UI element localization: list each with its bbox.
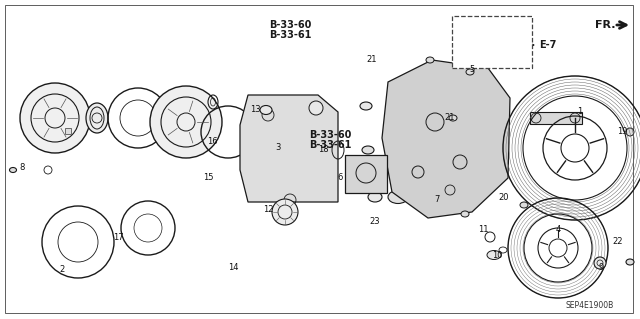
Text: 13: 13 (250, 106, 260, 115)
Text: 22: 22 (612, 238, 623, 247)
Text: E-7: E-7 (540, 40, 557, 50)
Ellipse shape (362, 146, 374, 154)
Ellipse shape (487, 250, 501, 259)
Ellipse shape (360, 102, 372, 110)
Text: B-33-61: B-33-61 (309, 140, 351, 150)
Text: 15: 15 (203, 174, 213, 182)
Circle shape (150, 86, 222, 158)
Text: 10: 10 (492, 250, 502, 259)
Ellipse shape (426, 57, 434, 63)
Circle shape (626, 128, 634, 136)
Bar (65, 128, 71, 134)
Text: 18: 18 (317, 145, 328, 154)
Text: 21: 21 (367, 56, 377, 64)
Text: B-33-60: B-33-60 (269, 20, 311, 30)
Ellipse shape (520, 202, 528, 208)
Ellipse shape (461, 211, 469, 217)
Bar (530, 112, 582, 124)
Bar (452, 16, 532, 68)
Circle shape (20, 83, 90, 153)
Text: 6: 6 (337, 174, 342, 182)
Circle shape (309, 101, 323, 115)
Text: 8: 8 (19, 164, 25, 173)
Text: 1: 1 (577, 108, 582, 116)
Text: 23: 23 (370, 218, 380, 226)
Text: 16: 16 (207, 137, 218, 146)
Circle shape (272, 199, 298, 225)
Text: FR.: FR. (595, 20, 615, 30)
Text: 11: 11 (477, 226, 488, 234)
Text: 9: 9 (598, 263, 604, 272)
Text: 17: 17 (113, 234, 124, 242)
Text: 7: 7 (435, 196, 440, 204)
Text: 3: 3 (275, 144, 281, 152)
Ellipse shape (368, 192, 382, 202)
Ellipse shape (433, 192, 447, 202)
Ellipse shape (10, 167, 17, 173)
Ellipse shape (626, 259, 634, 265)
Circle shape (466, 37, 478, 49)
Text: 20: 20 (499, 194, 509, 203)
Text: 14: 14 (228, 263, 238, 272)
Text: 2: 2 (60, 265, 65, 275)
Text: B-33-61: B-33-61 (269, 30, 311, 40)
Text: 5: 5 (469, 65, 475, 75)
Polygon shape (382, 60, 510, 218)
Text: SEP4E1900B: SEP4E1900B (566, 300, 614, 309)
Polygon shape (240, 95, 338, 202)
Ellipse shape (449, 115, 457, 121)
Ellipse shape (388, 190, 408, 204)
Bar (345, 155, 387, 193)
Text: 19: 19 (617, 128, 627, 137)
Text: B-33-60: B-33-60 (309, 130, 351, 140)
Text: 4: 4 (556, 226, 561, 234)
Circle shape (594, 257, 606, 269)
Ellipse shape (260, 106, 272, 115)
Ellipse shape (86, 103, 108, 133)
Ellipse shape (466, 69, 474, 75)
Text: 21: 21 (445, 114, 455, 122)
Text: 12: 12 (263, 205, 273, 214)
